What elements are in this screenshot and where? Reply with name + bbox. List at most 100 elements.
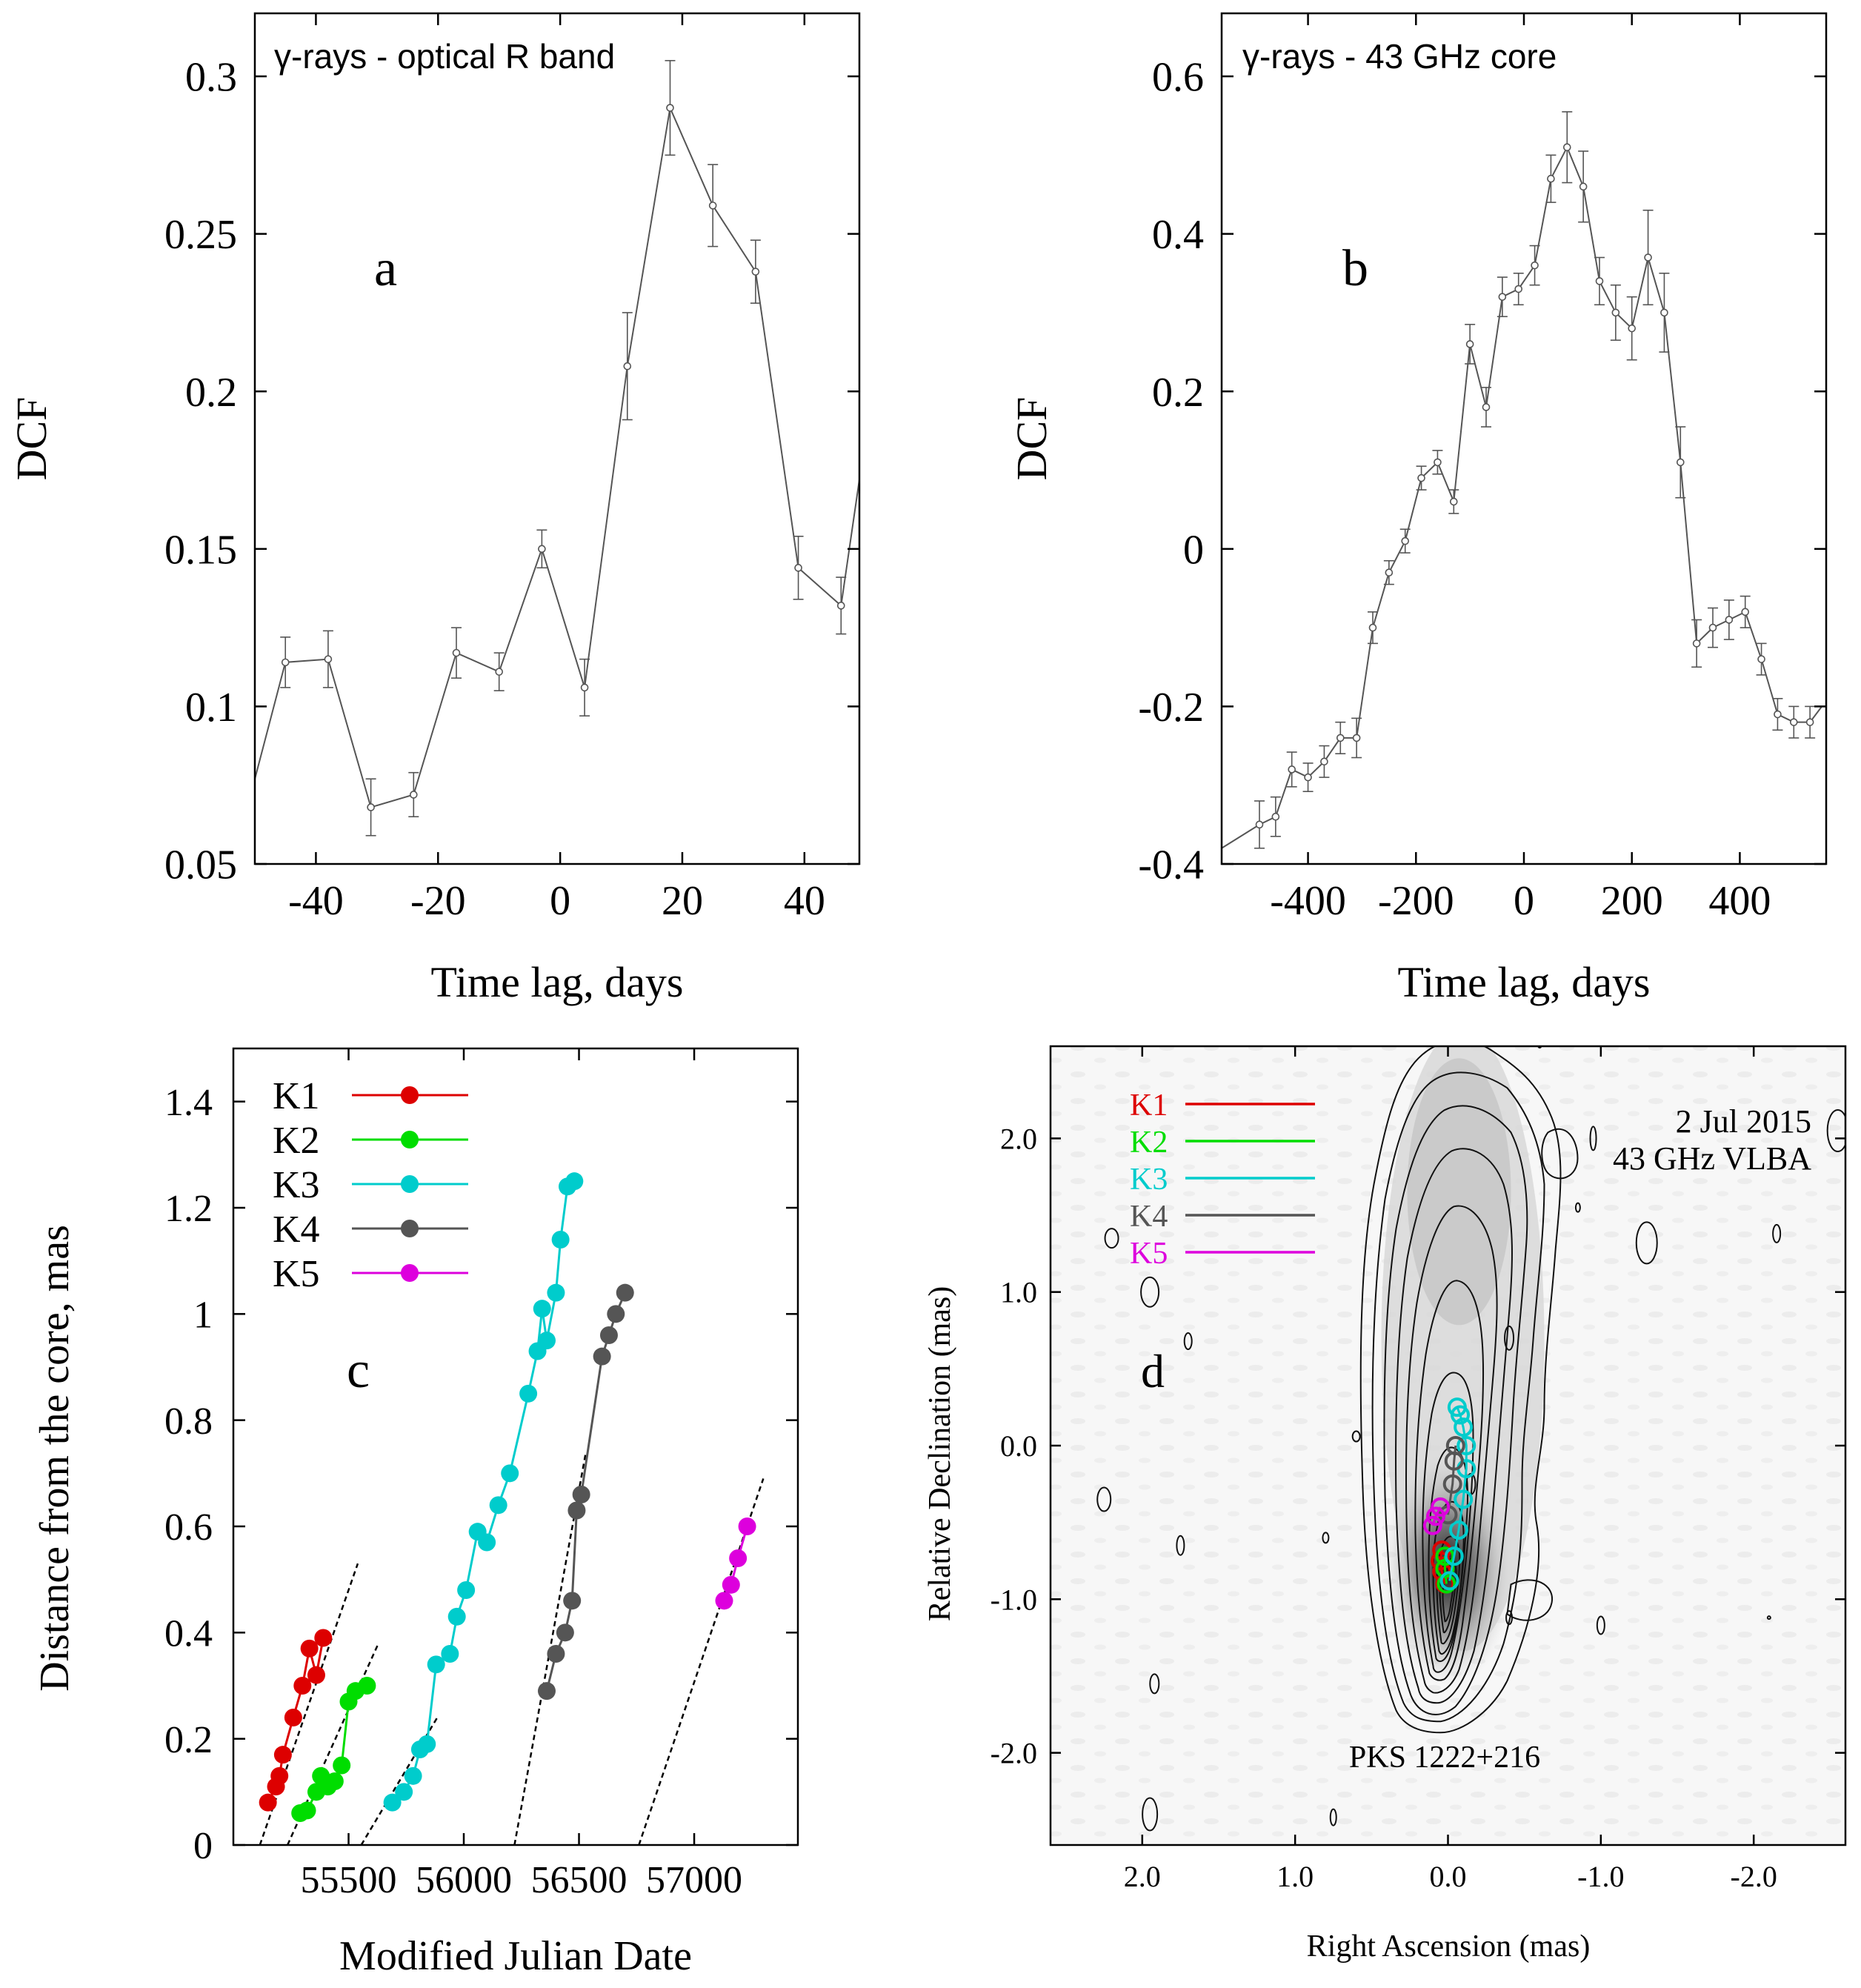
dcf-point xyxy=(1579,182,1588,191)
component-marker-k3 xyxy=(1454,1489,1474,1509)
dcf-point xyxy=(1288,765,1296,774)
point-k1 xyxy=(300,1639,319,1658)
panel-c-axis-ticks: 55500 56000 56500 57000 0 0.2 0.4 0.6 0.8 1 1.2 1.4 xyxy=(164,1048,798,1901)
point-k5 xyxy=(722,1575,740,1594)
panel-a: -40 -20 0 20 40 0.05 0.1 0.15 0.2 0.25 0.3 γ-rays … xyxy=(7,12,861,1006)
point-k3 xyxy=(383,1793,402,1812)
component-marker-k3 xyxy=(1439,1571,1459,1591)
dcf-point xyxy=(1482,403,1491,411)
x-tick-label: -2.0 xyxy=(1731,1860,1777,1893)
component-marker-k3 xyxy=(1444,1546,1464,1566)
noise-contour xyxy=(1635,1221,1658,1265)
dcf-point xyxy=(1611,308,1620,317)
panel-a-annotation: γ-rays - optical R band xyxy=(274,37,615,76)
x-tick-label: 0.0 xyxy=(1430,1860,1467,1893)
panel-d-letter: d xyxy=(1141,1345,1165,1397)
point-k1 xyxy=(307,1666,325,1684)
x-tick-label: -200 xyxy=(1378,878,1454,924)
y-tick-label: -1.0 xyxy=(991,1583,1037,1616)
x-tick-label: 400 xyxy=(1708,878,1771,924)
dcf-point xyxy=(1676,458,1685,467)
y-tick-label: 1 xyxy=(193,1294,213,1337)
dcf-point xyxy=(1336,734,1345,742)
x-tick-label: 2.0 xyxy=(1124,1860,1161,1893)
point-k3 xyxy=(457,1581,476,1599)
dcf-point xyxy=(836,602,845,610)
dcf-point xyxy=(1644,253,1652,262)
legend-marker-k5 xyxy=(401,1264,419,1282)
noise-contour xyxy=(1766,1615,1771,1620)
a-series-group xyxy=(255,59,859,837)
panel-d-instrument-label: 43 GHz VLBA xyxy=(1613,1140,1811,1177)
panel-b-letter: b xyxy=(1342,240,1368,297)
panel-a-axis-ticks: -40 -20 0 20 40 0.05 0.1 0.15 0.2 0.25 0.3 xyxy=(164,13,859,924)
point-k1 xyxy=(273,1746,292,1764)
y-tick-label: -0.2 xyxy=(1138,685,1204,731)
panel-a-plot-area xyxy=(255,59,859,837)
panel-b-xlabel: Time lag, days xyxy=(1397,958,1650,1006)
legend-marker-k2 xyxy=(401,1131,419,1148)
point-k4 xyxy=(567,1501,586,1520)
component-marker-k3 xyxy=(1447,1397,1467,1417)
component-marker-k3 xyxy=(1454,1417,1474,1437)
panel-c: 55500 56000 56500 57000 0 0.2 0.4 0.6 0.8 1 1.2 1.4… xyxy=(32,1047,799,1979)
dcf-point xyxy=(538,545,546,553)
noise-contour xyxy=(1826,1109,1845,1153)
legend-marker-k1 xyxy=(401,1086,419,1104)
panel-c-frame xyxy=(232,1047,799,1846)
y-tick-label: 0.2 xyxy=(164,1719,213,1761)
point-k3 xyxy=(418,1735,436,1753)
point-k4 xyxy=(599,1326,618,1344)
y-tick-label: 0.1 xyxy=(185,685,237,731)
component-marker-k3 xyxy=(1448,1520,1468,1540)
panel-d-xlabel: Right Ascension (mas) xyxy=(1307,1929,1591,1964)
dcf-point xyxy=(1368,623,1377,632)
x-tick-label: -400 xyxy=(1270,878,1346,924)
panel-b-plot-area xyxy=(1222,111,1822,849)
noise-contour xyxy=(1149,1673,1160,1695)
legend-label-k2: K2 xyxy=(1130,1126,1168,1160)
point-k4 xyxy=(547,1645,565,1663)
point-k4 xyxy=(537,1682,556,1701)
dcf-point xyxy=(452,648,461,657)
noise-contour xyxy=(1142,1797,1159,1832)
jet-contour xyxy=(1371,1071,1545,1723)
x-tick-label: -1.0 xyxy=(1577,1860,1624,1893)
x-tick-label: 56000 xyxy=(416,1859,512,1901)
legend-label-k2: K2 xyxy=(273,1120,320,1162)
dcf-point xyxy=(1385,568,1394,577)
dcf-point xyxy=(1741,608,1750,616)
component-marker-k2 xyxy=(1435,1558,1455,1578)
dcf-point xyxy=(1417,473,1425,482)
point-k2 xyxy=(358,1677,376,1695)
panel-b-annotation: γ-rays - 43 GHz core xyxy=(1242,37,1557,76)
noise-contour xyxy=(1104,1228,1119,1249)
noise-contour xyxy=(1096,1486,1112,1512)
panel-c-ylabel: Distance from the core, mas xyxy=(32,1225,78,1692)
point-k3 xyxy=(565,1172,584,1191)
point-k1 xyxy=(314,1629,333,1647)
point-k4 xyxy=(607,1305,625,1323)
point-k3 xyxy=(404,1766,422,1785)
dcf-point xyxy=(580,683,589,692)
point-k3 xyxy=(551,1231,570,1249)
legend-marker-k3 xyxy=(401,1175,419,1193)
y-tick-label: 0.8 xyxy=(164,1400,213,1443)
dcf-point xyxy=(495,668,503,676)
jet-contour xyxy=(1422,1372,1474,1673)
noise-contour xyxy=(1140,1276,1160,1308)
noise-contour xyxy=(1329,1808,1337,1826)
y-tick-label: 0.3 xyxy=(185,55,237,101)
dcf-point xyxy=(1774,710,1782,719)
legend-label-k3: K3 xyxy=(1130,1163,1168,1197)
component-marker-k3 xyxy=(1456,1436,1477,1455)
jet-contour xyxy=(1414,1280,1485,1681)
jet-contour xyxy=(1541,1128,1579,1180)
dcf-point xyxy=(794,564,802,572)
y-tick-label: 1.4 xyxy=(164,1082,213,1124)
legend-label-k4: K4 xyxy=(273,1209,320,1251)
dcf-point xyxy=(1465,340,1474,348)
x-tick-label: 20 xyxy=(662,878,703,924)
y-tick-label: 0.25 xyxy=(164,212,237,258)
